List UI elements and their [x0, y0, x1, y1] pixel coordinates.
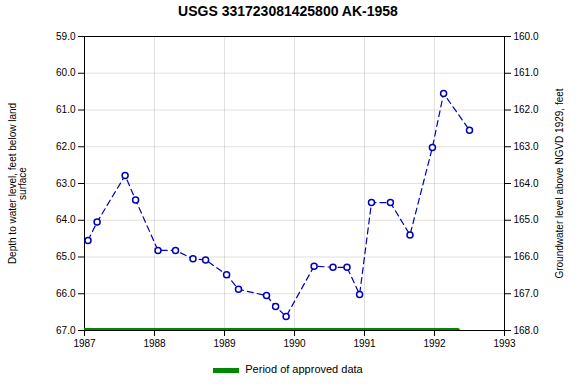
svg-text:168.0: 168.0 [514, 325, 539, 336]
svg-text:1989: 1989 [213, 338, 236, 349]
svg-text:167.0: 167.0 [514, 288, 539, 299]
svg-text:1991: 1991 [353, 338, 376, 349]
svg-text:66.0: 66.0 [56, 288, 76, 299]
svg-text:Groundwater level above NGVD 1: Groundwater level above NGVD 1929, feet [554, 88, 565, 278]
html-text:USGS 331723081425800 AK-1958: USGS 331723081425800 AK-1958 [178, 3, 398, 19]
svg-text:64.0: 64.0 [56, 214, 76, 225]
html-text:Period of approved data: Period of approved data [245, 363, 363, 375]
svg-text:1987: 1987 [73, 338, 96, 349]
svg-text:166.0: 166.0 [514, 251, 539, 262]
svg-text:60.0: 60.0 [56, 67, 76, 78]
svg-text:1990: 1990 [283, 338, 306, 349]
svg-text:161.0: 161.0 [514, 67, 539, 78]
svg-text:63.0: 63.0 [56, 178, 76, 189]
svg-text:1993: 1993 [493, 338, 516, 349]
svg-text:165.0: 165.0 [514, 214, 539, 225]
svg-text:160.0: 160.0 [514, 31, 539, 42]
svg-text:1988: 1988 [143, 338, 166, 349]
svg-text:65.0: 65.0 [56, 251, 76, 262]
svg-text:61.0: 61.0 [56, 104, 76, 115]
svg-text:162.0: 162.0 [514, 104, 539, 115]
svg-text:67.0: 67.0 [56, 325, 76, 336]
svg-text:164.0: 164.0 [514, 178, 539, 189]
svg-text:62.0: 62.0 [56, 141, 76, 152]
svg-text:163.0: 163.0 [514, 141, 539, 152]
svg-text:59.0: 59.0 [56, 31, 76, 42]
svg-text:1992: 1992 [423, 338, 446, 349]
svg-text:Depth to water level, feet bel: Depth to water level, feet below landsur… [7, 103, 28, 264]
